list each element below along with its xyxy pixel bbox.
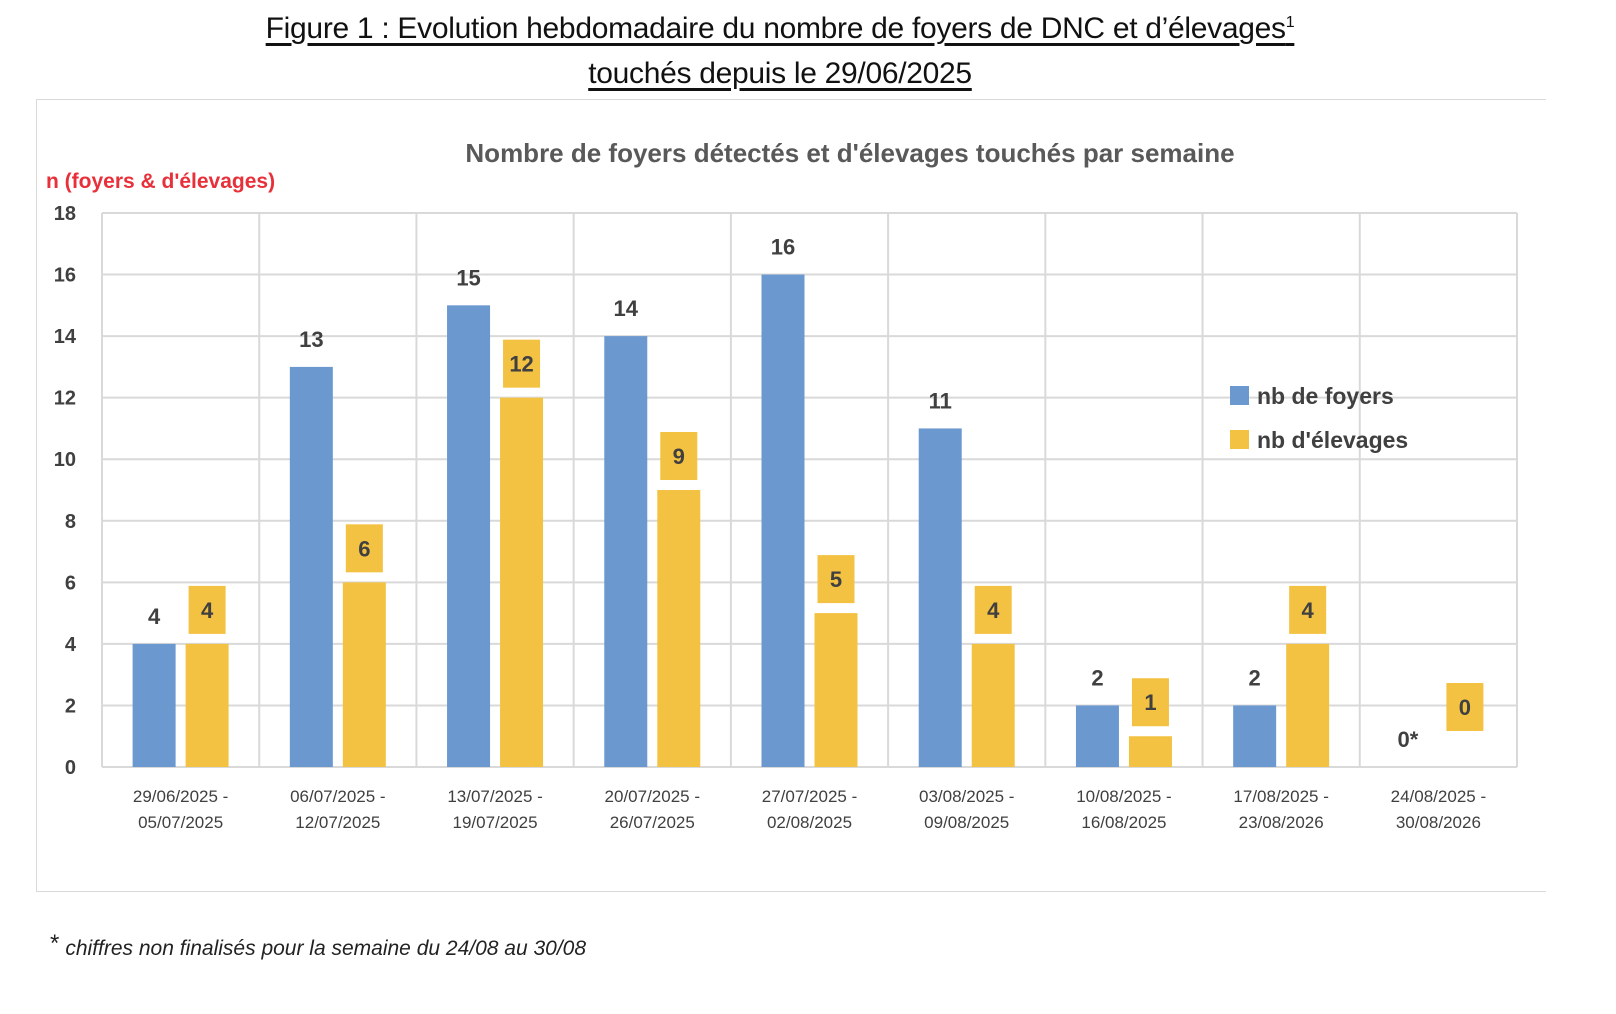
data-label-elevages: 5 [830,567,842,592]
data-label-elevages: 4 [201,598,214,623]
y-axis-label: n (foyers & d'élevages) [46,170,275,193]
x-tick-label: 19/07/2025 [453,813,538,832]
chart-frame [36,99,1546,892]
gridlines [101,212,1518,768]
x-tick-label: 03/08/2025 - [919,787,1014,806]
x-tick-label: 05/07/2025 [138,813,223,832]
bar-elevages [185,643,229,767]
figure-title-text: Figure 1 : Evolution hebdomadaire du nom… [265,12,1286,45]
data-label-foyers: 13 [299,327,323,352]
data-label-box-elevages [1131,678,1169,727]
x-tick-label: 24/08/2025 - [1391,787,1486,806]
bar-foyers [447,305,491,767]
legend-swatch [1230,430,1249,449]
y-tick-label: 2 [65,695,76,717]
bar-foyers [132,643,176,767]
data-label-box-elevages [188,585,226,634]
y-tick-label: 10 [54,449,76,471]
figure-title-line-1: Figure 1 : Evolution hebdomadaire du nom… [0,12,1560,46]
data-label-box-elevages [1446,683,1484,731]
x-tick-label: 09/08/2025 [924,813,1009,832]
bar-foyers [761,274,805,767]
x-tick-label: 06/07/2025 - [290,787,385,806]
x-tick-label: 17/08/2025 - [1233,787,1328,806]
footnote-marker: * [50,930,60,957]
x-axis-ticks: 29/06/2025 - 05/07/2025 06/07/2025 - 12/07/… [133,787,1486,832]
footnote-text: chiffres non finalisés pour la semaine d… [65,937,587,960]
bar-elevages [342,582,386,767]
bar-elevages [500,397,544,767]
y-tick-label: 18 [54,203,76,225]
data-label-elevages: 12 [509,352,533,377]
data-label-box-elevages [817,555,855,604]
data-label-foyers: 4 [148,604,161,629]
bar-elevages [1286,643,1330,767]
x-tick-label: 13/07/2025 - [447,787,542,806]
data-label-foyers: 11 [929,388,952,413]
bar-foyers [289,366,333,767]
data-label-elevages: 4 [987,598,1000,623]
bar-foyers [918,428,962,767]
bar-elevages [971,643,1015,767]
x-tick-label: 20/07/2025 - [605,787,700,806]
x-tick-label: 29/06/2025 - [133,787,228,806]
y-tick-label: 8 [65,511,76,533]
bar-elevages [1128,736,1172,767]
data-label-elevages: 9 [673,444,685,469]
x-tick-label: 23/08/2026 [1239,813,1324,832]
bar-foyers [604,336,648,767]
data-label-foyers: 2 [1091,665,1103,690]
data-label-box-elevages [974,585,1012,634]
legend-label: nb de foyers [1257,383,1394,409]
y-tick-label: 16 [54,265,76,287]
data-label-box-elevages [1289,585,1327,634]
data-label-box-elevages [503,339,541,388]
data-label-elevages: 1 [1144,690,1156,715]
x-tick-label: 27/07/2025 - [762,787,857,806]
y-tick-label: 12 [54,388,76,410]
y-tick-label: 0 [65,757,76,779]
y-axis-ticks: 0 2 4 6 8 10 12 14 16 18 [54,203,77,779]
y-tick-label: 6 [65,572,76,594]
chart-title: Nombre de foyers détectés et d'élevages … [465,138,1234,168]
bar-elevages [657,490,701,767]
legend: nb de foyers nb d'élevages [1230,383,1408,453]
data-label-elevages: 4 [1302,598,1315,623]
bar-foyers [1075,705,1119,767]
legend-label: nb d'élevages [1257,427,1408,453]
y-tick-label: 4 [65,634,77,656]
data-label-box-elevages [660,432,698,480]
x-tick-label: 02/08/2025 [767,813,852,832]
x-tick-label: 26/07/2025 [610,813,695,832]
figure-title-superscript: 1 [1285,14,1295,31]
data-label-foyers: 0* [1397,727,1418,752]
x-tick-label: 16/08/2025 [1081,813,1166,832]
x-tick-label: 12/07/2025 [295,813,380,832]
data-label-elevages: 0 [1459,695,1471,720]
x-tick-label: 30/08/2026 [1396,813,1481,832]
data-label-box-elevages [345,524,383,573]
data-label-foyers: 16 [771,235,795,260]
bar-elevages [814,613,858,767]
bars [132,274,1330,767]
data-label-foyers: 14 [614,296,639,321]
legend-swatch [1230,386,1249,405]
footnote: * chiffres non finalisés pour la semaine … [50,930,586,961]
data-label-foyers: 15 [456,265,480,290]
data-label-foyers: 2 [1249,665,1261,690]
x-tick-label: 10/08/2025 - [1076,787,1171,806]
y-tick-label: 14 [54,326,77,348]
data-label-elevages: 6 [358,536,370,561]
figure-title-line-2: touchés depuis le 29/06/2025 [588,57,972,90]
bar-foyers [1233,705,1277,767]
